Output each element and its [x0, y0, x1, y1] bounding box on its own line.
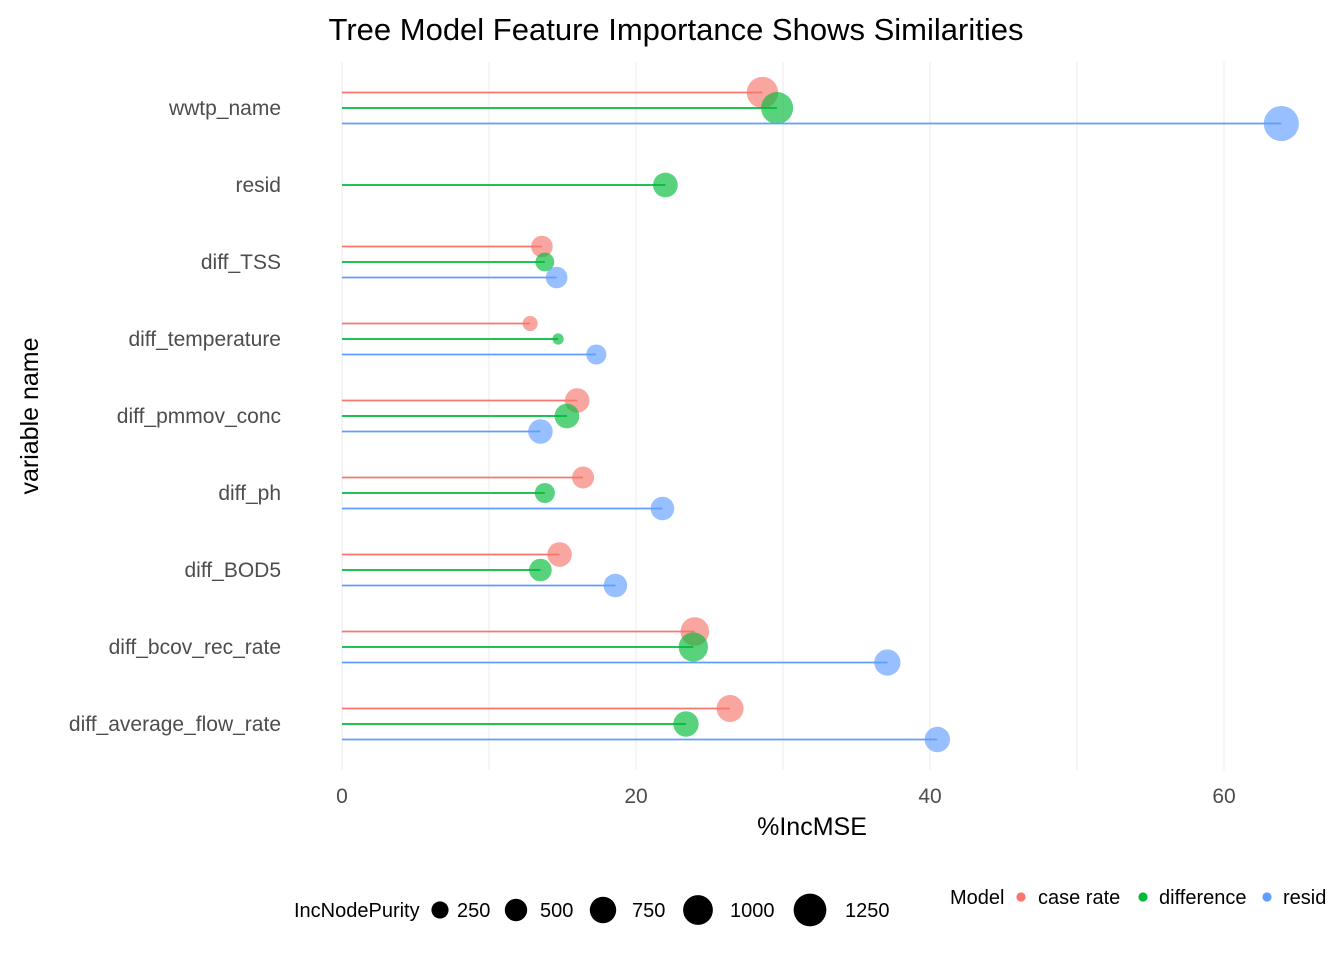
y-tick-label: wwtp_name: [168, 97, 281, 120]
x-axis-tick-labels: 0 20 40 60: [336, 785, 1236, 808]
lollipop-diff-temperature-resid: [342, 344, 607, 365]
y-tick-label: diff_pmmov_conc: [117, 405, 281, 428]
lollipop-point: [678, 632, 708, 662]
lollipop-wwtp-name-resid: [342, 105, 1299, 142]
size-legend-label: 500: [540, 900, 573, 922]
lollipop-diff-bcov-rec-rate-difference: [342, 632, 708, 662]
y-tick-label: diff_BOD5: [185, 559, 282, 582]
lollipop-point: [572, 466, 595, 489]
size-legend-label: 750: [632, 900, 665, 922]
color-legend-key: [1138, 892, 1148, 902]
lollipop-diff-temperature-difference: [342, 333, 564, 345]
size-legend-label: 1000: [730, 900, 775, 922]
lollipop-point: [554, 403, 580, 429]
x-tick-label: 20: [624, 785, 647, 808]
y-axis-title: variable name: [16, 337, 44, 494]
lollipop-diff-bcov-rec-rate-case-rate: [342, 617, 710, 646]
lollipop-diff-bod5-difference: [342, 558, 552, 582]
lollipop-point: [528, 419, 553, 444]
lollipop-point: [650, 496, 675, 521]
lollipop-point: [529, 558, 552, 582]
color-legend-key: [1016, 892, 1026, 902]
lollipop-point: [531, 235, 553, 258]
lollipop-diff-bod5-resid: [342, 573, 628, 598]
lollipop-point: [761, 91, 794, 125]
gridlines: [341, 62, 1225, 770]
lollipop-point: [522, 315, 538, 332]
lollipop-diff-average-flow-rate-difference: [342, 711, 699, 737]
y-tick-label: diff_bcov_rec_rate: [109, 636, 281, 659]
x-tick-label: 40: [918, 785, 941, 808]
lollipop-point: [603, 573, 628, 598]
color-legend-label: difference: [1159, 887, 1246, 909]
lollipop-point: [716, 694, 744, 723]
x-tick-label: 0: [336, 785, 348, 808]
x-tick-label: 60: [1212, 785, 1235, 808]
lollipop-wwtp-name-difference: [342, 91, 794, 125]
y-tick-label: diff_TSS: [201, 251, 281, 274]
lollipop-diff-pmmov-conc-case-rate: [342, 388, 590, 413]
x-axis-title: %IncMSE: [757, 813, 867, 841]
lollipop-diff-bcov-rec-rate-resid: [342, 649, 901, 676]
size-legend-label: 1250: [845, 900, 890, 922]
lollipop-diff-tss-difference: [342, 252, 555, 272]
color-legend-title: Model: [950, 887, 1004, 909]
size-legend-key: [683, 895, 713, 925]
lollipop-diff-average-flow-rate-case-rate: [342, 694, 744, 723]
size-legend-key: [431, 901, 449, 919]
lollipop-diff-temperature-case-rate: [342, 315, 538, 332]
lollipop-point: [1263, 105, 1299, 142]
size-legend-key: [589, 896, 617, 924]
y-tick-label: diff_temperature: [128, 328, 281, 351]
plot-marks: [342, 76, 1299, 753]
chart-title: Tree Model Feature Importance Shows Simi…: [329, 12, 1024, 47]
lollipop-diff-tss-resid: [342, 266, 568, 289]
size-legend-title: IncNodePurity: [294, 900, 420, 922]
lollipop-diff-pmmov-conc-resid: [342, 419, 553, 444]
y-tick-label: diff_average_flow_rate: [69, 713, 281, 736]
lollipop-point: [874, 649, 901, 676]
lollipop-point: [547, 542, 572, 567]
lollipop-diff-pmmov-conc-difference: [342, 403, 580, 429]
size-legend-key: [504, 898, 528, 922]
size-legend-label: 250: [457, 900, 490, 922]
lollipop-diff-ph-resid: [342, 496, 675, 521]
lollipop-point: [586, 344, 607, 365]
lollipop-point: [552, 333, 564, 345]
lollipop-point: [673, 711, 699, 737]
lollipop-point: [924, 726, 951, 753]
lollipop-diff-ph-difference: [342, 482, 555, 504]
size-legend: IncNodePurity 250 500 750 1000 1250: [294, 893, 890, 927]
lollipop-point: [534, 482, 555, 504]
lollipop-diff-ph-case-rate: [342, 466, 595, 489]
color-legend-label: case rate: [1038, 887, 1120, 909]
lollipop-point: [545, 266, 568, 289]
lollipop-point: [653, 172, 678, 198]
lollipop-diff-average-flow-rate-resid: [342, 726, 951, 753]
lollipop-diff-bod5-case-rate: [342, 542, 572, 567]
color-legend-key: [1262, 892, 1272, 902]
y-tick-label: diff_ph: [218, 482, 281, 505]
color-legend-label: resid: [1283, 887, 1326, 909]
lollipop-resid-difference: [342, 172, 678, 198]
lollipop-diff-tss-case-rate: [342, 235, 553, 258]
y-tick-label: resid: [235, 174, 281, 197]
lollipop-point: [535, 252, 555, 272]
size-legend-key: [793, 893, 827, 927]
lollipop-wwtp-name-case-rate: [342, 76, 779, 109]
color-legend: Model case rate difference resid: [950, 887, 1326, 909]
